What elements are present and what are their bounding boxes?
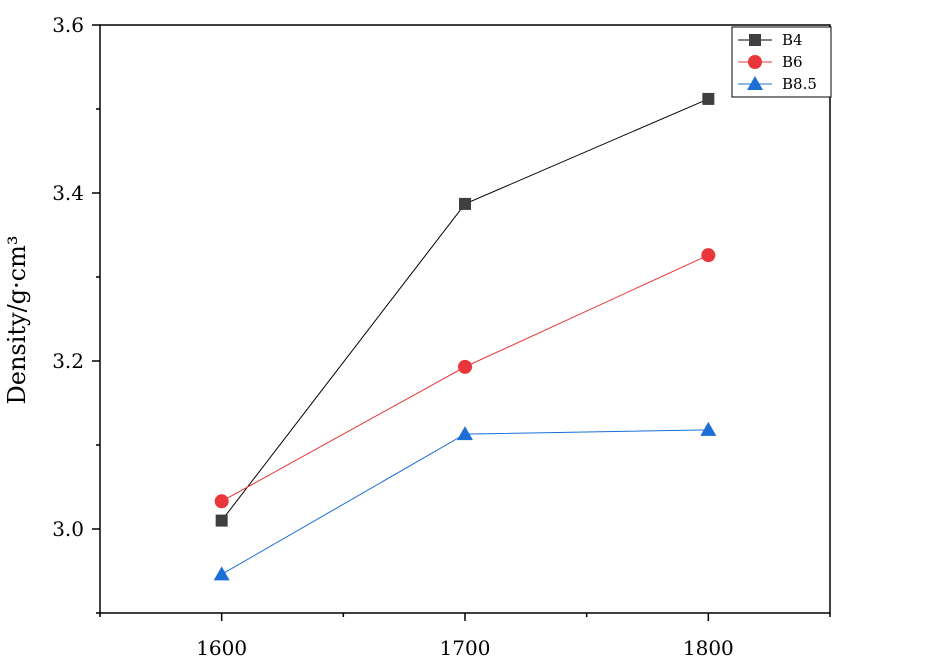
data-point-triangle: [457, 426, 473, 441]
legend-item: B6: [738, 53, 803, 71]
legend-item: B4: [738, 31, 803, 49]
y-tick-label: 3.0: [52, 517, 84, 541]
y-tick-label: 3.4: [52, 181, 84, 205]
y-tick-label: 3.6: [52, 13, 84, 37]
tick-labels: 1600 1700 1800 3.0 3.2 3.4 3.6: [52, 13, 734, 660]
series-line: [221, 254, 709, 502]
data-point-square: [702, 92, 715, 105]
plot-frame: [99, 24, 831, 614]
series-line: [221, 429, 709, 575]
legend: B4 B6 B8.5: [731, 26, 832, 98]
x-tick-label: 1700: [440, 636, 491, 660]
x-tick-label: 1600: [196, 636, 247, 660]
series-b4: [215, 92, 715, 527]
data-point-triangle: [213, 566, 230, 581]
data-point-circle: [701, 248, 716, 263]
data-point-square: [459, 197, 471, 210]
data-point-circle: [214, 494, 229, 509]
data-point-square: [215, 514, 228, 527]
y-tick-label: 3.2: [52, 349, 84, 373]
data-point-triangle: [700, 421, 717, 436]
series-line: [221, 98, 709, 521]
y-axis-title: Density/g·cm³: [3, 236, 31, 405]
legend-label: B6: [782, 53, 803, 71]
data-point-circle: [458, 359, 472, 374]
legend-label: B4: [782, 31, 803, 49]
axis-ticks: [92, 24, 831, 621]
x-tick-label: 1800: [683, 636, 734, 660]
legend-label: B8.5: [782, 75, 817, 93]
plot-border: [99, 24, 831, 614]
data-point-circle: [748, 55, 762, 69]
series-b6: [214, 248, 716, 509]
legend-item: B8.5: [738, 75, 817, 93]
series-layer: [213, 92, 717, 581]
data-point-square: [749, 34, 761, 46]
series-b8-5: [213, 421, 717, 581]
data-point-triangle: [747, 76, 763, 90]
